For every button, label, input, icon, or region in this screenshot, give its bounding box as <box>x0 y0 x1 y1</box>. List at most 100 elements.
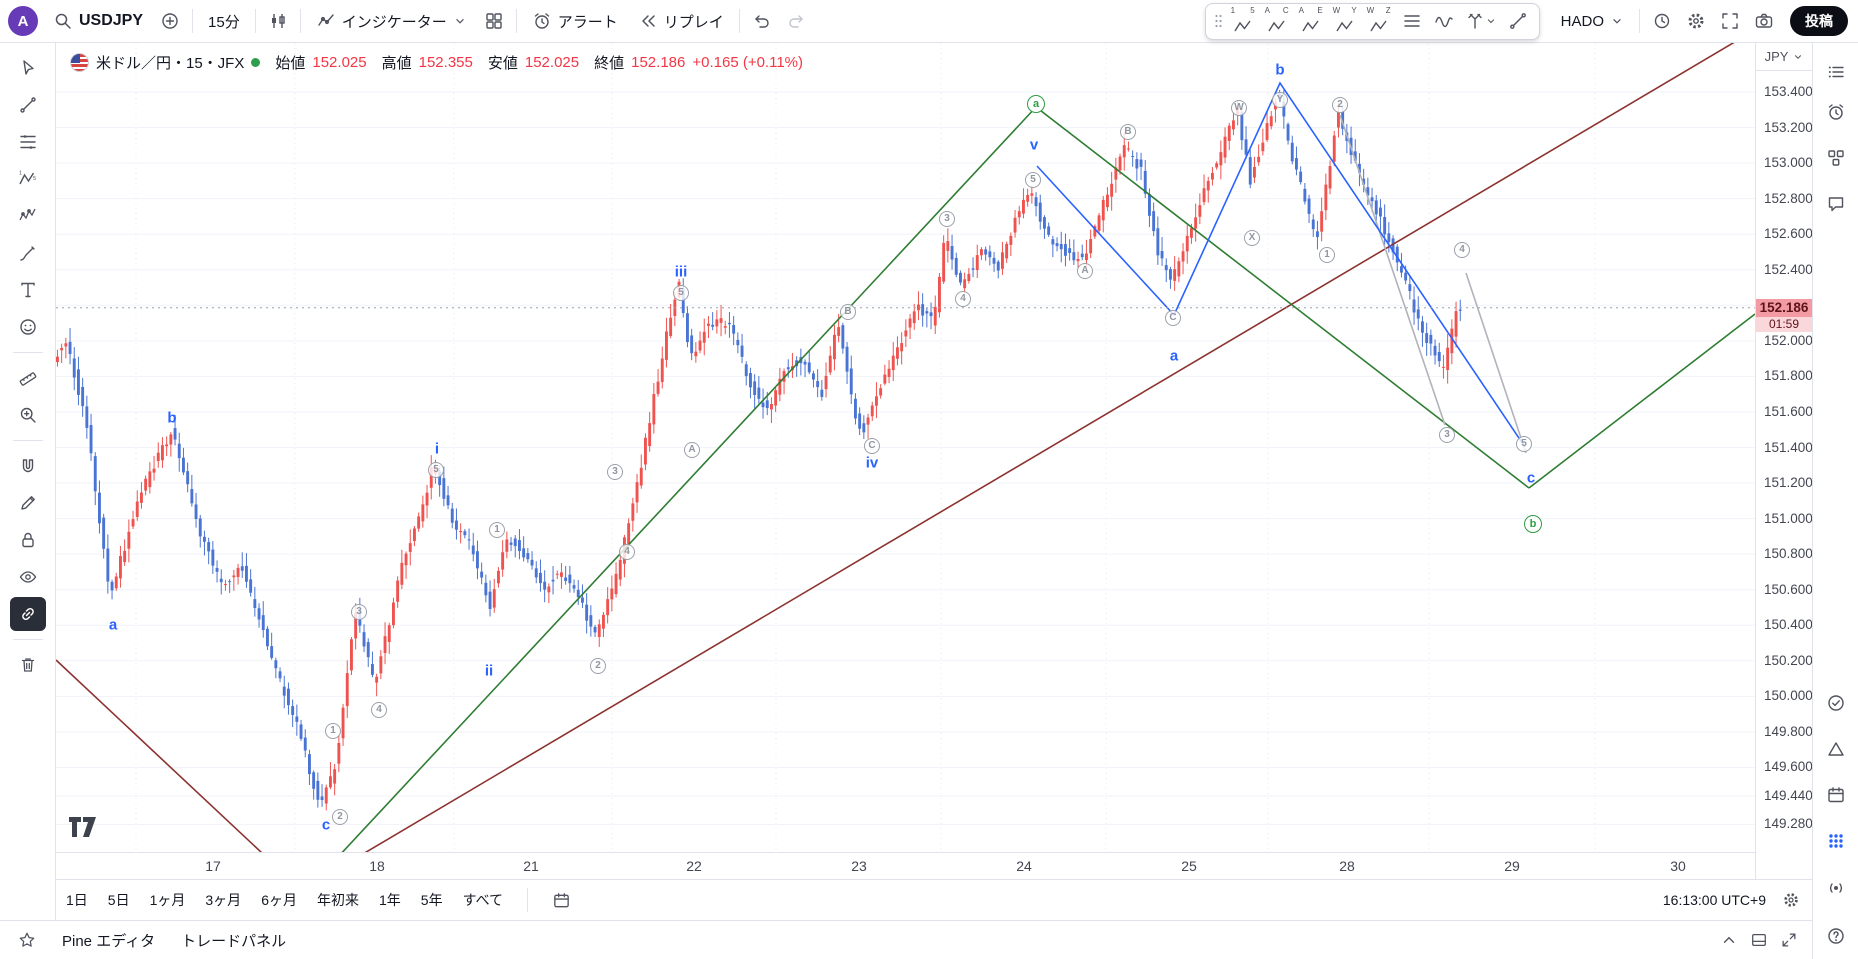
hide-drawings-eye-button[interactable] <box>10 560 46 594</box>
wave-label[interactable]: 4 <box>371 702 387 718</box>
wave-label[interactable]: i <box>434 440 440 458</box>
session-clock-icon[interactable] <box>1646 5 1678 37</box>
wave-label[interactable]: c <box>321 816 331 834</box>
wave-label[interactable]: b <box>1524 515 1542 533</box>
wave-label[interactable]: 2 <box>332 809 348 825</box>
wave-label[interactable]: 2 <box>1332 97 1348 113</box>
check-circle-icon[interactable] <box>1821 688 1851 718</box>
wave-label[interactable]: 1 <box>1319 247 1335 263</box>
wave-label[interactable]: v <box>1029 136 1039 154</box>
alerts-clock-icon[interactable] <box>1821 97 1851 127</box>
favorites-star-icon[interactable] <box>18 931 36 949</box>
wave-label[interactable]: c <box>1526 469 1536 487</box>
brush-tool-button[interactable] <box>10 236 46 270</box>
axis-settings-gear-icon[interactable] <box>1782 891 1800 909</box>
indicators-button[interactable]: インジケーター <box>307 5 476 37</box>
wave-label[interactable]: C <box>1165 310 1181 326</box>
settings-gear-icon[interactable] <box>1680 5 1712 37</box>
interval-button[interactable]: 15分 <box>208 13 240 31</box>
wave-label[interactable]: Y <box>1272 92 1288 108</box>
time-axis[interactable]: 17 18 21 22 23 24 25 28 29 30 <box>56 852 1755 879</box>
chart-type-button[interactable] <box>262 5 294 37</box>
broadcast-icon[interactable] <box>1821 872 1851 902</box>
wave-label[interactable]: B <box>840 304 856 320</box>
wave-label[interactable]: X <box>1244 230 1260 246</box>
tab-trade-panel[interactable]: トレードパネル <box>181 932 287 950</box>
text-tool-button[interactable] <box>10 273 46 307</box>
lines-tool-icon[interactable] <box>1396 5 1428 37</box>
wave-label[interactable]: A <box>684 442 700 458</box>
panel-layout-icon[interactable] <box>1750 931 1768 949</box>
snapshot-camera-icon[interactable] <box>1748 5 1780 37</box>
wave-label[interactable]: 4 <box>619 544 635 560</box>
elliott-wave-tool-button[interactable] <box>10 199 46 233</box>
user-avatar[interactable]: A <box>8 6 38 36</box>
chart-canvas[interactable] <box>56 43 1755 852</box>
calendar-icon[interactable] <box>1821 780 1851 810</box>
sync-link-button[interactable] <box>9 597 46 631</box>
wave-label[interactable]: ii <box>484 662 494 680</box>
layout-grid-button[interactable] <box>478 5 510 37</box>
lock-drawings-button[interactable] <box>10 523 46 557</box>
range-button[interactable]: 5日 <box>107 892 130 908</box>
symbol-search-button[interactable]: USDJPY <box>44 5 152 37</box>
fib-tool-button[interactable] <box>10 125 46 159</box>
wave-label[interactable]: 1 <box>325 723 341 739</box>
wave-label[interactable]: 3 <box>351 604 367 620</box>
range-button[interactable]: すべて <box>462 892 504 908</box>
clock-utc-label[interactable]: 16:13:00 UTC+9 <box>1662 892 1766 908</box>
wave-label[interactable]: 3 <box>939 211 955 227</box>
wave-label[interactable]: A <box>1077 263 1093 279</box>
cursor-tool-button[interactable] <box>10 51 46 85</box>
wave-label[interactable]: a <box>1027 95 1045 113</box>
wave-label[interactable]: 4 <box>955 291 971 307</box>
wave-label[interactable]: 3 <box>607 464 623 480</box>
price-axis[interactable]: JPY 153.400 153.200 153.000 152.800 152.600 1… <box>1755 43 1813 879</box>
zoom-tool-button[interactable] <box>10 398 46 432</box>
alert-button[interactable]: アラート <box>523 5 627 37</box>
remove-drawings-trash-button[interactable] <box>10 648 46 682</box>
wave-label[interactable]: b <box>1275 61 1285 79</box>
wave-tool-icon[interactable] <box>1428 5 1460 37</box>
range-button[interactable]: 1年 <box>378 892 401 908</box>
template-selector[interactable]: HADO <box>1552 5 1633 37</box>
wave-label[interactable]: 5 <box>1025 172 1041 188</box>
wave-label[interactable]: 5 <box>428 462 444 478</box>
undo-button[interactable] <box>746 5 778 37</box>
wave-label[interactable]: iii <box>674 263 688 281</box>
tradingview-logo[interactable] <box>68 816 98 838</box>
compare-add-button[interactable] <box>154 5 186 37</box>
wave-label[interactable]: 1 <box>489 522 505 538</box>
pitchfork-tool-icon[interactable] <box>1460 5 1502 37</box>
publish-button[interactable]: 投稿 <box>1790 6 1848 36</box>
ideas-triangle-icon[interactable] <box>1821 734 1851 764</box>
panel-chevron-up-icon[interactable] <box>1720 931 1738 949</box>
wave-label[interactable]: B <box>1120 124 1136 140</box>
measure-ruler-button[interactable] <box>10 361 46 395</box>
magnet-tool-button[interactable] <box>10 449 46 483</box>
watchlist-icon[interactable] <box>1821 57 1851 87</box>
wave-label[interactable]: iv <box>865 454 879 472</box>
apps-grid-icon[interactable] <box>1821 826 1851 856</box>
wave-label[interactable]: W <box>1231 100 1247 116</box>
date-range-icon[interactable] <box>552 891 571 910</box>
chat-icon[interactable] <box>1821 189 1851 219</box>
drawing-mode-pencil-button[interactable] <box>10 486 46 520</box>
wave-label[interactable]: a <box>1169 347 1179 365</box>
help-icon[interactable] <box>1821 921 1851 951</box>
wave-label[interactable]: 2 <box>590 658 606 674</box>
wave-label[interactable]: 4 <box>1454 242 1470 258</box>
emoji-tool-button[interactable] <box>10 310 46 344</box>
range-button[interactable]: 1ヶ月 <box>149 892 186 908</box>
range-button[interactable]: 5年 <box>420 892 443 908</box>
wave-label[interactable]: 5 <box>1516 436 1532 452</box>
range-button[interactable]: 3ヶ月 <box>205 892 242 908</box>
redo-button[interactable] <box>780 5 812 37</box>
fullscreen-icon[interactable] <box>1714 5 1746 37</box>
